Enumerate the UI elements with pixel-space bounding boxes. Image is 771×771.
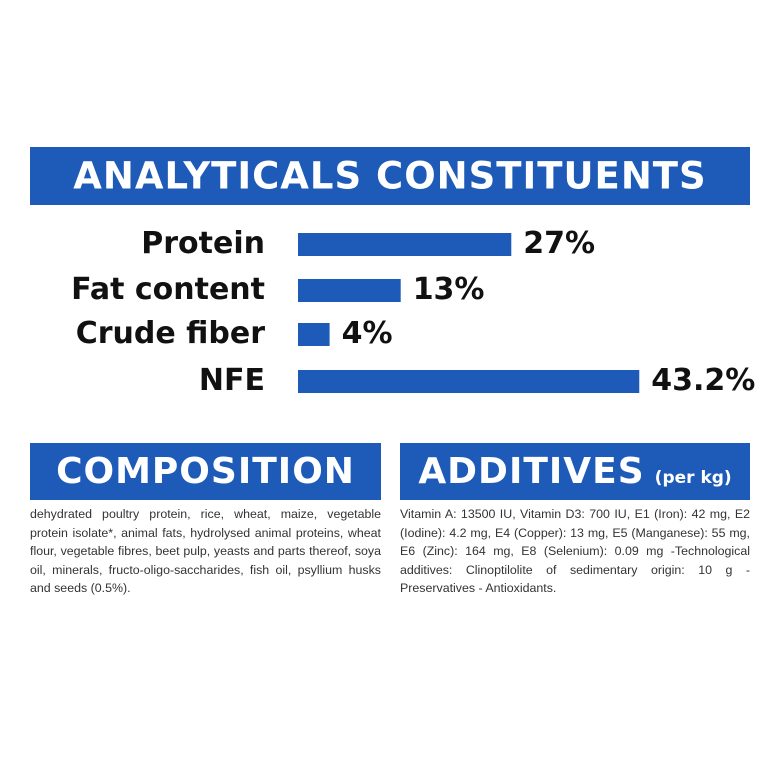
additives-subtitle: (per kg) (654, 467, 732, 488)
category-label: NFE (199, 363, 265, 398)
bar (298, 233, 512, 256)
category-label: Crude fiber (76, 316, 265, 351)
value-label: 13% (413, 272, 485, 307)
title-banner (30, 147, 750, 205)
additives-title: ADDITIVES (418, 451, 645, 492)
additives-text: Vitamin A: 13500 IU, Vitamin D3: 700 IU,… (400, 507, 750, 596)
additives-banner: ADDITIVES (per kg) (400, 443, 750, 500)
bar (298, 279, 401, 302)
bar (298, 323, 330, 346)
value-label: 27% (523, 226, 595, 261)
bar (298, 370, 640, 393)
chart: ANALYTICALS CONSTITUENTS Protein 27% Fat c… (30, 147, 755, 398)
composition-text: dehydrated poultry protein, rice, wheat,… (30, 507, 381, 596)
category-label: Fat content (71, 272, 265, 307)
chart-title: ANALYTICALS CONSTITUENTS (73, 155, 706, 198)
composition-banner: COMPOSITION (30, 443, 381, 500)
value-label: 4% (342, 316, 393, 351)
category-label: Protein (141, 226, 265, 261)
value-label: 43.2% (651, 363, 755, 398)
composition-title: COMPOSITION (56, 451, 355, 492)
